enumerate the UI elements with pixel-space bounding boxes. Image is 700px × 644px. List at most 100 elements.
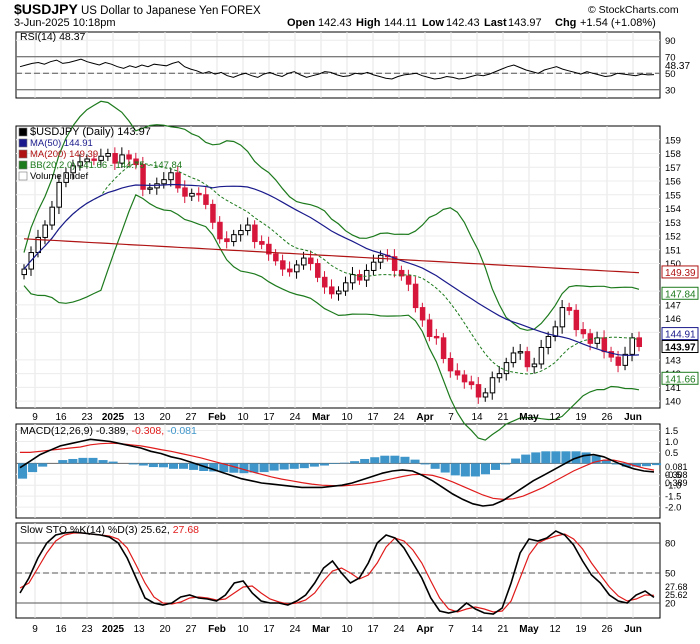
candle-body xyxy=(524,351,531,368)
bollinger-upper-line xyxy=(23,100,640,331)
x-tick-label-sto: 17 xyxy=(263,624,275,635)
macd-hist-bar xyxy=(460,463,470,477)
macd-y-tick: -1.0 xyxy=(665,481,681,492)
x-tick-label-price: 24 xyxy=(393,412,405,423)
x-tick-label-sto: 26 xyxy=(601,624,613,635)
candle-body xyxy=(349,274,356,284)
ma200-line xyxy=(23,238,640,274)
x-tick-label-price: 10 xyxy=(341,412,353,423)
candle-body xyxy=(440,337,447,359)
price-y-tick: 154 xyxy=(665,204,681,215)
macd-hist-bar xyxy=(219,463,229,473)
macd-y-tick: 1.5 xyxy=(665,426,678,437)
candle-body xyxy=(203,194,209,205)
candle-body xyxy=(545,335,552,348)
price-y-tick: 150 xyxy=(665,259,681,270)
candle-body xyxy=(161,179,167,185)
macd-hist-bar xyxy=(561,451,571,464)
macd-title-part: -0.081 xyxy=(167,425,197,437)
macd-hist-bar xyxy=(38,463,48,467)
macd-hist-bar xyxy=(652,463,662,466)
candle-body xyxy=(231,234,237,243)
candle-body xyxy=(266,243,272,255)
candle-body xyxy=(126,154,132,160)
legend-label: MA(50) 144.91 xyxy=(30,138,93,149)
rsi-panel-frame xyxy=(15,31,661,99)
price-y-tick: 146 xyxy=(665,314,681,325)
legend-swatch xyxy=(18,127,28,137)
macd-hist-bar xyxy=(18,463,28,479)
candle-body xyxy=(49,206,55,226)
macd-hist-bar xyxy=(420,463,430,465)
x-tick-label-sto: Mar xyxy=(312,624,330,635)
legend-swatch xyxy=(18,160,28,170)
chg-value: +1.54 (+1.08%) xyxy=(580,17,656,29)
x-tick-label-price: 2025 xyxy=(102,412,125,423)
low-value: 142.43 xyxy=(446,17,480,29)
macd-hist-bar xyxy=(189,463,199,470)
macd-hist-bar xyxy=(279,463,289,470)
macd-hist-bar xyxy=(430,463,440,469)
macd-hist-bar xyxy=(611,463,621,465)
legend-swatch xyxy=(18,171,28,181)
candle-body xyxy=(91,158,97,161)
macd-hist-bar xyxy=(138,463,148,466)
candle-body xyxy=(210,203,216,223)
macd-hist-bar xyxy=(128,463,138,465)
macd-hist-bar xyxy=(28,463,38,473)
macd-y-tick: -1.5 xyxy=(665,492,681,503)
macd-hist-bar xyxy=(370,457,380,464)
x-tick-label-sto: 10 xyxy=(341,624,353,635)
macd-hist-bar xyxy=(259,463,269,473)
sto-title-part: Slow STO %K(14) %D(3) xyxy=(20,524,141,536)
candle-body xyxy=(419,307,426,321)
open-value: 142.43 xyxy=(318,17,352,29)
x-tick-label-sto: 13 xyxy=(133,624,145,635)
candle-body xyxy=(322,276,328,288)
date-label: 3-Jun-2025 10:18pm xyxy=(14,17,116,29)
legend-label: BB(20,2.0) 141.66 - 144.75 - 147.84 xyxy=(30,160,182,171)
x-tick-label-sto: 17 xyxy=(367,624,379,635)
x-tick-label-price: 16 xyxy=(55,412,67,423)
x-tick-label-price: Feb xyxy=(208,412,226,423)
legend-swatch xyxy=(18,149,28,159)
macd-hist-bar xyxy=(68,458,78,464)
candle-body xyxy=(594,337,601,344)
candle-body xyxy=(629,337,636,355)
x-tick-label-price: 27 xyxy=(185,412,197,423)
price-y-tick: 147 xyxy=(665,300,681,311)
macd-hist-bar xyxy=(480,463,490,475)
candle-body xyxy=(273,253,279,262)
candle-body xyxy=(454,370,461,376)
x-tick-label-price: Apr xyxy=(416,412,433,423)
candle-body xyxy=(615,356,622,366)
candle-body xyxy=(412,283,419,309)
price-tag-box xyxy=(661,371,699,385)
price-tag-box xyxy=(661,340,699,354)
candle-body xyxy=(308,257,314,265)
candle-body xyxy=(559,307,566,328)
macd-hist-bar xyxy=(229,463,239,473)
x-tick-label-price: 24 xyxy=(289,412,301,423)
rsi-y-tick: 30 xyxy=(665,85,676,96)
candle-body xyxy=(315,263,321,278)
exchange-label: FOREX xyxy=(221,5,261,17)
candle-body xyxy=(573,309,580,331)
macd-hist-bar xyxy=(641,463,651,467)
x-tick-label-sto: 12 xyxy=(549,624,561,635)
sto-y-tick: 50 xyxy=(665,569,676,580)
macd-hist-bar xyxy=(490,463,501,470)
legend-label: MA(200) 149.39 xyxy=(30,149,98,160)
open-label: Open xyxy=(287,17,315,29)
x-tick-label-price: Mar xyxy=(312,412,330,423)
candle-body xyxy=(496,373,503,379)
x-tick-label-sto: 20 xyxy=(159,624,171,635)
candle-body xyxy=(224,238,230,243)
rsi-title: RSI(14) 48.37 xyxy=(20,31,86,43)
macd-hist-bar xyxy=(621,463,631,467)
sto-y-tick: 80 xyxy=(665,539,676,550)
macd-hist-bar xyxy=(631,463,641,467)
rsi-line xyxy=(19,58,655,80)
candle-body xyxy=(391,256,398,271)
